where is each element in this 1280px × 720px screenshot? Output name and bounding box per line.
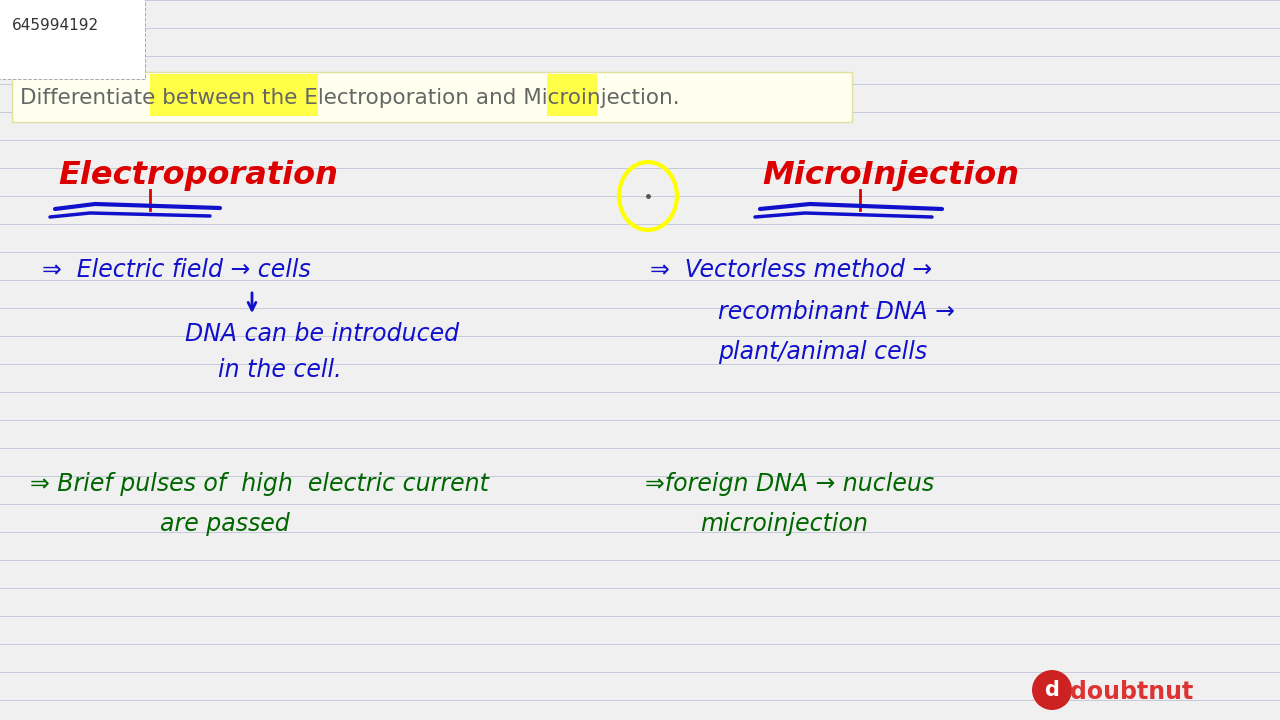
Text: ⇒ Brief pulses of  high  electric current: ⇒ Brief pulses of high electric current [29, 472, 489, 496]
Text: 645994192: 645994192 [12, 18, 99, 33]
Text: in the cell.: in the cell. [218, 358, 342, 382]
Text: d: d [1044, 680, 1060, 700]
Text: Differentiate between the Electroporation and Microinjection.: Differentiate between the Electroporatio… [20, 88, 680, 108]
Text: doubtnut: doubtnut [1070, 680, 1193, 704]
Text: recombinant DNA →: recombinant DNA → [718, 300, 955, 324]
Circle shape [1032, 670, 1073, 710]
Text: DNA can be introduced: DNA can be introduced [186, 322, 460, 346]
Text: plant/animal cells: plant/animal cells [718, 340, 927, 364]
Text: ⇒  Electric field → cells: ⇒ Electric field → cells [42, 258, 311, 282]
FancyBboxPatch shape [150, 74, 317, 116]
Text: ⇒foreign DNA → nucleus: ⇒foreign DNA → nucleus [645, 472, 934, 496]
Text: are passed: are passed [160, 512, 289, 536]
Text: Electroporation: Electroporation [58, 160, 338, 191]
FancyBboxPatch shape [547, 74, 596, 116]
FancyBboxPatch shape [12, 72, 852, 122]
Text: microinjection: microinjection [700, 512, 868, 536]
Text: ⇒  Vectorless method →: ⇒ Vectorless method → [650, 258, 932, 282]
Text: MicroInjection: MicroInjection [762, 160, 1019, 191]
